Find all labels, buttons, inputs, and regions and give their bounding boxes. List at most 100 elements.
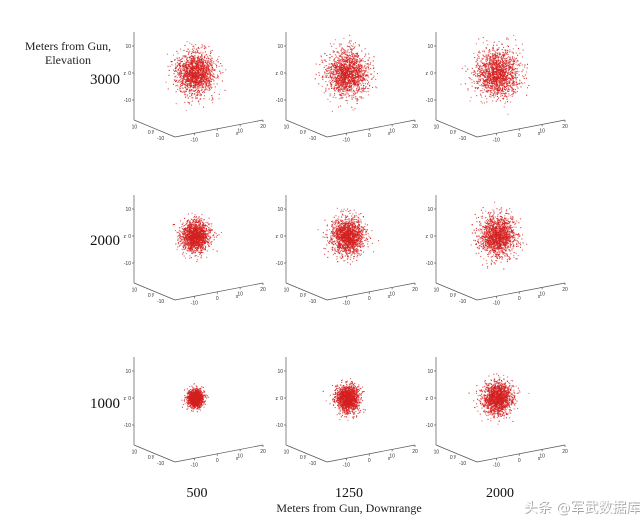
scatter-point [192, 66, 194, 68]
scatter-point [184, 63, 186, 65]
scatter-point [345, 65, 347, 67]
scatter-point [489, 83, 491, 85]
scatter-point [516, 91, 518, 93]
scatter-point [183, 75, 185, 77]
scatter-point [507, 86, 509, 88]
scatter-point [207, 64, 209, 66]
scatter-point [514, 68, 516, 70]
scatter-point [481, 73, 483, 75]
scatter-point [506, 88, 508, 90]
scatter-point [496, 65, 498, 67]
scatter-point [328, 66, 330, 68]
scatter-point [486, 87, 488, 89]
scatter-point [335, 88, 337, 90]
scatter-point [349, 90, 351, 92]
z-tick-label: 0 [430, 71, 433, 77]
scatter-point [194, 69, 196, 71]
scatter-point [479, 71, 481, 73]
scatter-point [343, 81, 345, 83]
scatter-point [502, 78, 504, 80]
scatter-point [496, 77, 498, 79]
scatter-point [187, 83, 189, 85]
scatter-point [189, 71, 191, 73]
scatter-point [498, 90, 500, 92]
scatter-point [508, 61, 510, 63]
scatter-point [513, 66, 515, 68]
scatter-point [195, 81, 197, 83]
scatter-point [514, 74, 516, 76]
scatter-point [486, 72, 488, 74]
scatter-point [187, 68, 189, 70]
scatter-point [185, 90, 187, 92]
scatter-point [346, 70, 348, 72]
scatter-point [367, 66, 369, 68]
scatter-point [507, 53, 509, 55]
scatter-point [188, 52, 190, 54]
scatter-point [494, 55, 496, 57]
scatter-point [503, 61, 505, 63]
scatter-point [191, 63, 193, 65]
scatter-point [505, 62, 507, 64]
scatter-point [485, 54, 487, 56]
scatter-point [195, 66, 197, 68]
scatter-point [496, 92, 498, 94]
scatter-point [344, 60, 346, 62]
scatter-point [198, 75, 200, 77]
scatter-point [193, 58, 195, 60]
scatter-point [487, 44, 489, 46]
scatter-point [508, 65, 510, 67]
scatter-point [479, 64, 481, 66]
scatter-point [505, 67, 507, 69]
scatter-point [210, 61, 212, 63]
scatter-point [184, 85, 186, 87]
scatter-point [325, 75, 327, 77]
scatter-point [213, 76, 215, 78]
scatter-point [359, 88, 361, 90]
scatter-point [481, 84, 483, 86]
scatter-point [340, 84, 342, 86]
scatter-point [199, 74, 201, 76]
scatter-point [356, 53, 358, 55]
scatter-point [205, 66, 207, 68]
scatter-point [514, 89, 516, 91]
scatter-point [183, 63, 185, 65]
scatter-point [498, 87, 500, 89]
scatter-point [515, 76, 517, 78]
scatter-point [348, 74, 350, 76]
scatter-point [338, 78, 340, 80]
scatter-point [187, 67, 189, 69]
scatter-point [513, 58, 515, 60]
scatter-point [331, 84, 333, 86]
scatter-point [179, 62, 181, 64]
scatter-point [350, 69, 352, 71]
scatter-point [199, 72, 201, 74]
scatter-point [193, 76, 195, 78]
scatter-point [478, 75, 480, 77]
x-axis-letter: x [236, 131, 239, 137]
scatter-point [351, 91, 353, 93]
scatter-point [334, 94, 336, 96]
scatter-point [351, 84, 353, 86]
scatter-point [358, 66, 360, 68]
scatter-point [201, 53, 203, 55]
scatter-point [359, 64, 361, 66]
scatter-point [493, 68, 495, 70]
scatter-point [346, 53, 348, 55]
scatter-point [204, 77, 206, 79]
scatter-point [364, 79, 366, 81]
scatter-point [483, 50, 485, 52]
scatter-point [203, 87, 205, 89]
scatter-point [490, 74, 492, 76]
scatter-point [494, 83, 496, 85]
scatter-point [489, 71, 491, 73]
scatter-point [376, 73, 378, 75]
scatter-point [208, 85, 210, 87]
scatter-point [205, 88, 207, 90]
scatter-point [350, 80, 352, 82]
scatter-point [175, 63, 177, 65]
scatter-point [502, 89, 504, 91]
scatter-point [185, 63, 187, 65]
scatter-point [209, 89, 211, 91]
scatter-point [496, 79, 498, 81]
scatter-point [503, 71, 505, 73]
